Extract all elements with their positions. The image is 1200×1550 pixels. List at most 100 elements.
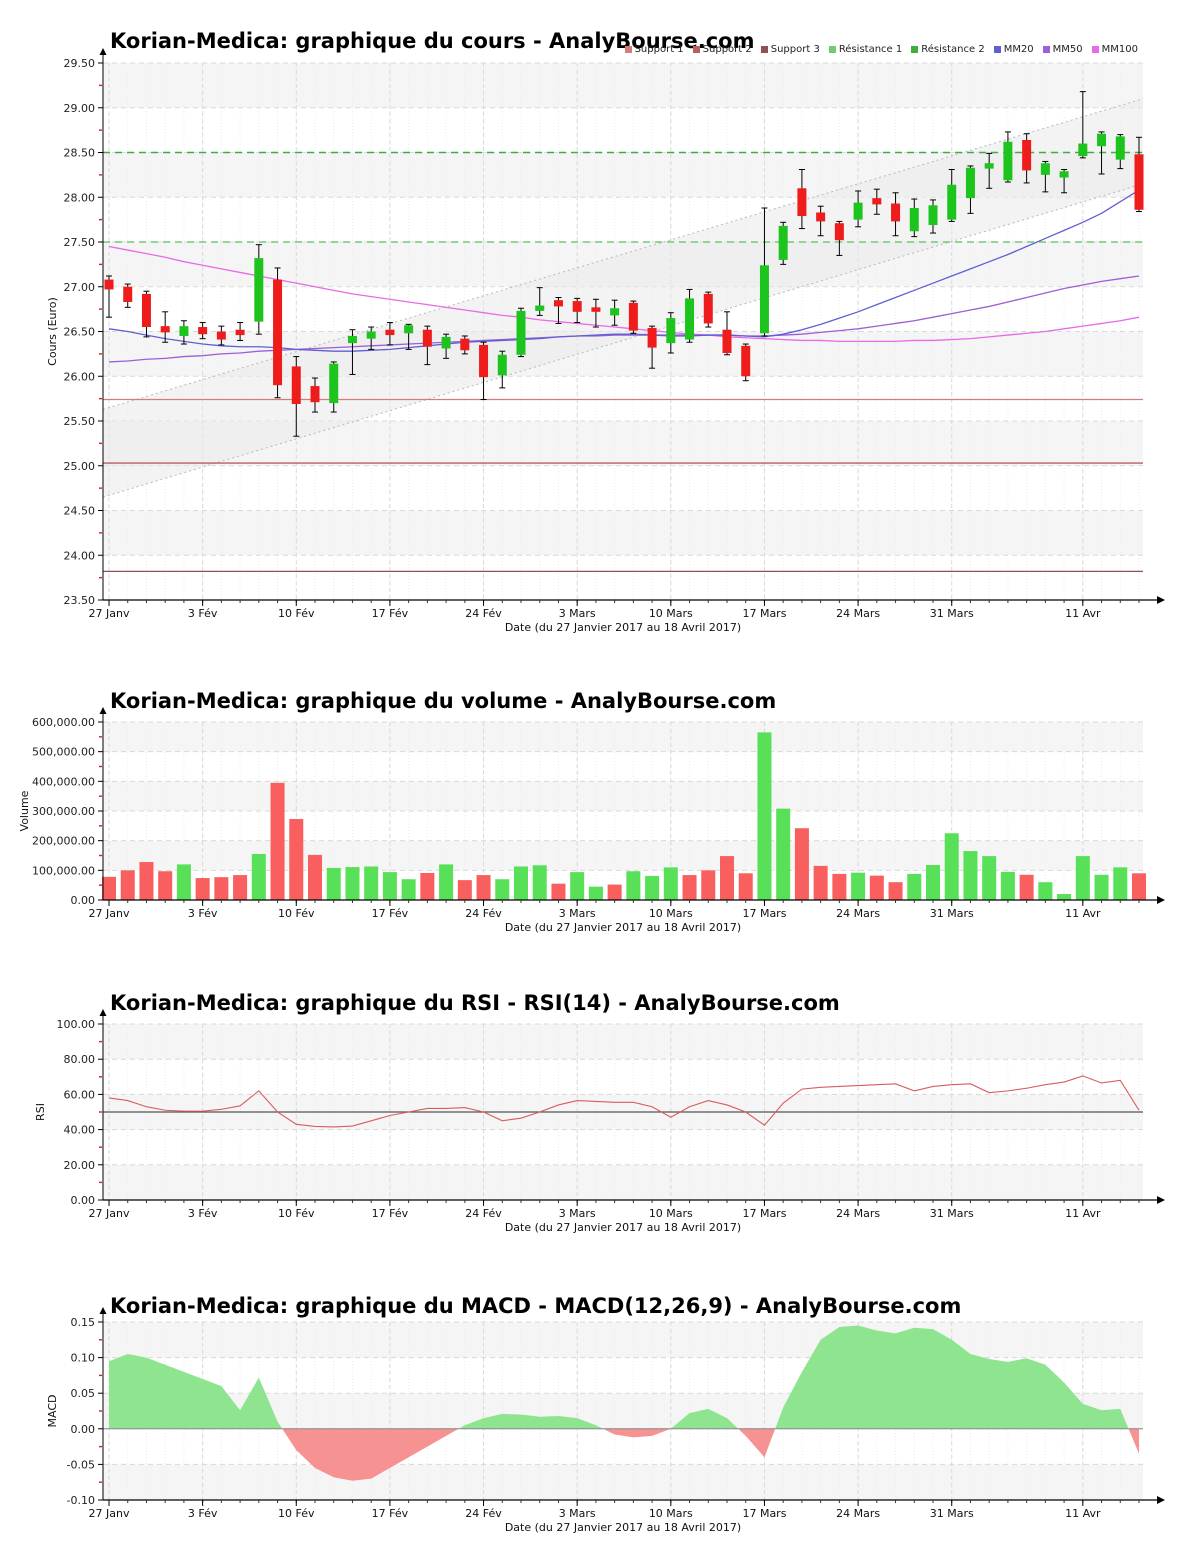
candle — [722, 329, 732, 353]
svg-text:24 Mars: 24 Mars — [836, 607, 880, 620]
candle — [1059, 171, 1069, 178]
svg-text:17 Fév: 17 Fév — [372, 1207, 409, 1220]
candle — [385, 329, 395, 336]
price-chart-axes: 23.50 24.00 24.50 25.00 25.50 26.00 26.50 27.00… — [46, 48, 1165, 634]
svg-text:0.15: 0.15 — [71, 1316, 96, 1329]
volume-bar — [514, 866, 528, 900]
svg-text:10 Mars: 10 Mars — [649, 607, 693, 620]
volume-bar — [1057, 894, 1072, 900]
candle — [984, 163, 994, 169]
volume-bar — [738, 873, 753, 900]
candle — [703, 293, 713, 324]
candle — [778, 225, 788, 260]
svg-text:27 Janv: 27 Janv — [89, 607, 130, 620]
legend-item-3: Résistance 1 — [828, 44, 902, 55]
svg-text:27.00: 27.00 — [64, 281, 96, 294]
candle — [1134, 154, 1144, 210]
volume-bar — [326, 867, 341, 900]
svg-text:40.00: 40.00 — [64, 1124, 96, 1137]
legend-item-0: Support 1 — [624, 44, 684, 55]
rsi-chart-svg: 0.00 20.00 40.00 60.00 80.00 100.00 27 Janv 3 F… — [34, 1009, 1165, 1234]
candle — [1022, 139, 1032, 171]
volume-bar — [476, 875, 491, 900]
candle — [160, 326, 170, 333]
candle — [1003, 141, 1013, 181]
candle — [909, 207, 919, 232]
candle — [647, 327, 657, 348]
candle — [441, 336, 451, 349]
volume-bar — [1094, 874, 1109, 900]
rsi-chart: 0.00 20.00 40.00 60.00 80.00 100.00 27 Janv 3 F… — [0, 950, 1200, 1250]
candle — [198, 327, 208, 335]
price-chart: 23.50 24.00 24.50 25.00 25.50 26.00 26.50 27.00… — [0, 0, 1200, 648]
legend-item-6: MM50 — [1042, 44, 1083, 55]
svg-text:27 Janv: 27 Janv — [89, 907, 130, 920]
candle — [347, 335, 357, 344]
price-chart-title: Korian-Medica: graphique du cours - Anal… — [110, 29, 755, 54]
volume-bar — [1000, 871, 1015, 900]
volume-bar — [345, 867, 360, 900]
volume-chart: 0.00 100,000.00 200,000.00 300,000.00 400,00… — [0, 650, 1200, 950]
candle — [141, 293, 151, 328]
volume-chart-title: Korian-Medica: graphique du volume - Ana… — [110, 689, 777, 714]
candle — [666, 318, 676, 344]
svg-text:10 Fév: 10 Fév — [278, 1207, 315, 1220]
candle — [928, 205, 938, 225]
volume-bar — [176, 864, 191, 900]
volume-bar — [401, 879, 416, 900]
svg-text:26.50: 26.50 — [64, 326, 96, 339]
svg-text:0.10: 0.10 — [71, 1352, 96, 1365]
svg-text:100,000.00: 100,000.00 — [32, 864, 95, 877]
volume-bar — [888, 882, 903, 900]
legend-label: MM100 — [1101, 44, 1138, 55]
svg-text:MACD: MACD — [46, 1395, 59, 1428]
candle — [104, 279, 114, 290]
candle — [123, 286, 133, 302]
volume-bar — [158, 871, 173, 900]
rsi-chart-axes: 0.00 20.00 40.00 60.00 80.00 100.00 27 Janv 3 F… — [34, 1009, 1165, 1234]
legend-swatch-icon — [911, 46, 919, 53]
volume-bar — [682, 875, 697, 900]
volume-bar — [495, 879, 510, 900]
volume-bar — [776, 808, 791, 900]
svg-text:31 Mars: 31 Mars — [930, 607, 974, 620]
price-chart-legend: Support 1 Support 2 Support 3 Résistance 1 R… — [624, 44, 1138, 55]
legend-swatch-icon — [828, 46, 836, 53]
candle — [685, 298, 695, 340]
volume-bar — [289, 819, 304, 900]
volume-bar — [439, 864, 454, 900]
candle — [834, 223, 844, 241]
svg-text:600,000.00: 600,000.00 — [32, 716, 95, 729]
legend-swatch-icon — [993, 46, 1001, 53]
candle — [179, 326, 189, 336]
svg-text:31 Mars: 31 Mars — [930, 1207, 974, 1220]
candle — [891, 203, 901, 222]
volume-bar — [233, 875, 248, 900]
svg-text:31 Mars: 31 Mars — [930, 907, 974, 920]
volume-bar — [1019, 874, 1034, 900]
svg-text:300,000.00: 300,000.00 — [32, 805, 95, 818]
volume-bar — [570, 872, 585, 900]
volume-bar — [720, 856, 734, 900]
legend-label: Support 3 — [770, 44, 820, 55]
candles — [104, 91, 1144, 437]
svg-text:-0.05: -0.05 — [67, 1458, 95, 1471]
svg-text:27.50: 27.50 — [64, 236, 96, 249]
svg-text:3 Fév: 3 Fév — [188, 607, 218, 620]
svg-text:29.50: 29.50 — [64, 57, 96, 70]
volume-bar — [251, 854, 266, 900]
svg-text:24 Fév: 24 Fév — [465, 1207, 502, 1220]
svg-text:23.50: 23.50 — [64, 594, 96, 607]
volume-bar — [120, 870, 135, 900]
volume-bar — [364, 866, 379, 900]
candle — [404, 325, 414, 334]
svg-text:-0.10: -0.10 — [67, 1494, 95, 1507]
volume-bar — [607, 884, 622, 900]
macd-negative-area — [282, 1428, 1139, 1481]
macd-chart: -0.10 -0.05 0.00 0.05 0.10 0.15 27 Janv 3 Fév 10… — [0, 1250, 1200, 1550]
macd-chart-svg: -0.10 -0.05 0.00 0.05 0.10 0.15 27 Janv 3 Fév 10… — [46, 1307, 1165, 1534]
volume-bar — [382, 872, 397, 900]
volume-bar — [701, 870, 716, 900]
volume-bar — [907, 873, 922, 900]
candle — [273, 279, 283, 386]
